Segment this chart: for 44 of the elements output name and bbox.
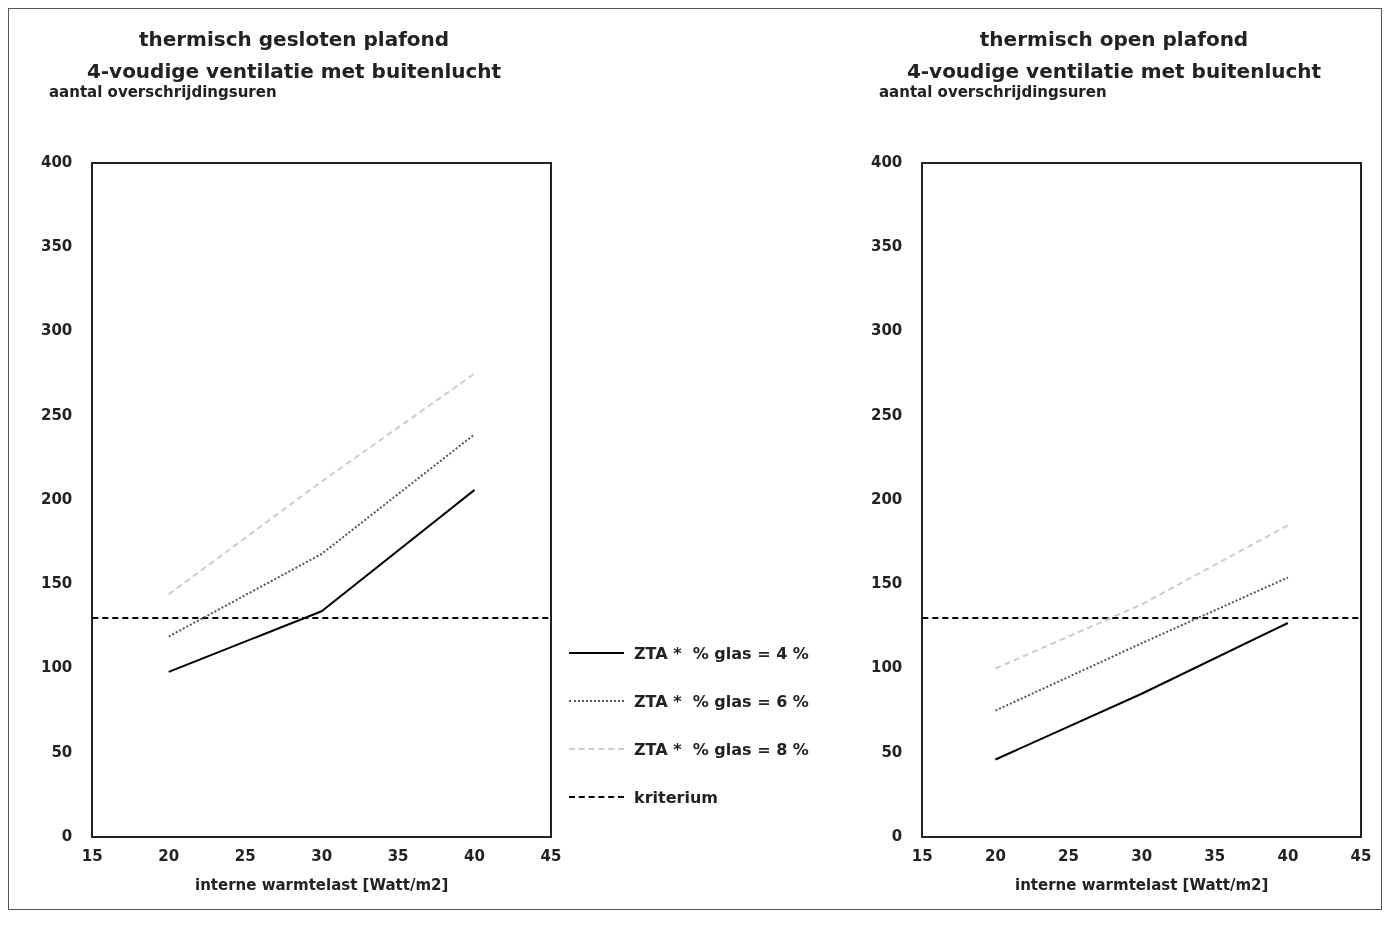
- legend-label: kriterium: [634, 787, 718, 807]
- y-tick-label: 0: [891, 826, 903, 845]
- x-tick-label: 20: [984, 846, 1006, 865]
- y-tick-label: 400: [871, 152, 903, 171]
- y-tick-label: 150: [871, 574, 903, 593]
- x-tick-label: 40: [1277, 846, 1299, 865]
- x-axis-title: interne warmtelast [Watt/m2]: [1015, 875, 1269, 894]
- x-tick-label: 45: [540, 846, 562, 865]
- x-tick-label: 25: [1058, 846, 1079, 865]
- x-tick-label: 35: [387, 846, 409, 865]
- y-tick-label: 250: [41, 405, 73, 424]
- y-tick-label: 100: [871, 658, 903, 677]
- y-tick-label: 300: [41, 321, 73, 340]
- y-tick-label: 350: [871, 237, 903, 256]
- x-tick-label: 20: [158, 846, 180, 865]
- y-tick-label: 50: [881, 742, 903, 761]
- x-tick-label: 35: [1204, 846, 1226, 865]
- y-tick-label: 250: [871, 405, 903, 424]
- legend-label: ZTA * % glas = 6 %: [634, 691, 809, 711]
- x-axis-title: interne warmtelast [Watt/m2]: [195, 875, 449, 894]
- x-tick-label: 15: [81, 846, 103, 865]
- x-tick-label: 30: [311, 846, 333, 865]
- x-tick-label: 40: [464, 846, 485, 865]
- y-tick-label: 350: [41, 237, 73, 256]
- x-tick-label: 30: [1131, 846, 1153, 865]
- y-tick-label: 300: [871, 321, 903, 340]
- y-tick-label: 200: [871, 489, 903, 508]
- x-tick-label: 15: [911, 846, 933, 865]
- x-tick-label: 45: [1350, 846, 1372, 865]
- y-tick-label: 0: [61, 826, 73, 845]
- x-tick-label: 25: [234, 846, 256, 865]
- chart-subtitle: 4-voudige ventilatie met buitenlucht: [906, 59, 1322, 84]
- legend-label: ZTA * % glas = 4 %: [634, 643, 809, 663]
- y-tick-label: 150: [41, 574, 73, 593]
- chart-title: thermisch gesloten plafond: [138, 27, 450, 52]
- y-tick-label: 50: [51, 742, 73, 761]
- chart-subtitle: 4-voudige ventilatie met buitenlucht: [86, 59, 502, 84]
- chart-title: thermisch open plafond: [979, 27, 1249, 52]
- y-tick-label: 100: [41, 658, 73, 677]
- legend-label: ZTA * % glas = 8 %: [634, 739, 809, 759]
- y-axis-title: aantal overschrijdingsuren: [49, 83, 277, 101]
- y-tick-label: 400: [41, 152, 73, 171]
- y-tick-label: 200: [41, 489, 73, 508]
- y-axis-title: aantal overschrijdingsuren: [879, 83, 1107, 101]
